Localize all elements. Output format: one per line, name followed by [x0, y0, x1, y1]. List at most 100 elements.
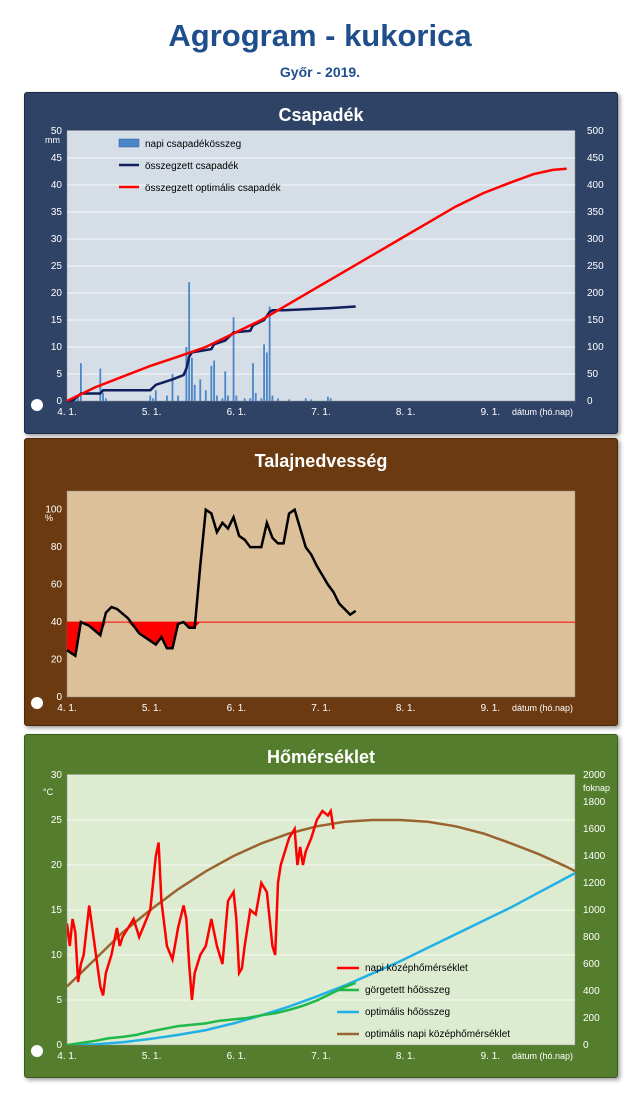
precip-bar — [166, 395, 168, 401]
right-tick-label: 1400 — [583, 851, 606, 862]
x-axis-label: dátum (hó.nap) — [512, 1051, 573, 1061]
right-tick-label: 200 — [587, 288, 604, 299]
precip-bar — [249, 398, 252, 401]
precip-bar — [304, 398, 307, 401]
page-subtitle: Győr - 2019. — [279, 64, 361, 80]
x-axis-label: dátum (hó.nap) — [512, 703, 573, 713]
legend-label: optimális napi középhőmérséklet — [365, 1029, 510, 1040]
temperature-panel: Hőmérséklet 4. 1. 5. 1. 6. 1. 7. 1. 8. 1. 9. 1… — [24, 734, 618, 1078]
chart-title: Csapadék — [278, 105, 364, 125]
right-tick-label: 1000 — [583, 905, 606, 916]
chart-title: Hőmérséklet — [267, 747, 375, 767]
left-axis-unit: % — [45, 513, 53, 523]
right-tick-label: 150 — [587, 315, 604, 326]
x-tick-label: 6. 1. — [227, 407, 246, 418]
left-tick-label: 50 — [51, 126, 63, 137]
precip-bar — [260, 398, 263, 401]
deficit-area — [67, 622, 356, 656]
x-tick-label: 6. 1. — [227, 703, 246, 714]
left-tick-label: 5 — [56, 995, 62, 1006]
right-tick-label: 1800 — [583, 797, 606, 808]
right-tick-label: 300 — [587, 234, 604, 245]
optimal-cumulative-precip-line — [66, 167, 567, 403]
precip-bar — [310, 399, 313, 401]
right-tick-label: 0 — [587, 396, 593, 407]
left-tick-label: 40 — [51, 617, 63, 628]
precip-bar — [102, 392, 104, 401]
left-tick-label: 30 — [51, 770, 63, 781]
left-tick-label: 10 — [51, 342, 63, 353]
x-tick-label: 4. 1. — [57, 1051, 76, 1062]
precip-bar — [227, 395, 229, 401]
optimal-daily-mean-temp-line — [67, 818, 575, 988]
precip-bar — [329, 398, 332, 401]
right-tick-label: 2000 — [583, 770, 606, 781]
rolling-heat-sum-line — [67, 981, 357, 1045]
legend-label: napi csapadékösszeg — [145, 139, 241, 150]
right-tick-label: 800 — [583, 932, 600, 943]
precip-bar — [149, 395, 152, 401]
precip-bar — [204, 390, 207, 401]
left-tick-label: 25 — [51, 261, 63, 272]
left-tick-label: 10 — [51, 950, 63, 961]
cumulative-precip-line — [66, 305, 356, 403]
left-tick-label: 60 — [51, 580, 63, 591]
left-tick-label: 80 — [51, 542, 63, 553]
precip-bar — [254, 392, 257, 401]
omsz-logo-icon — [31, 697, 43, 709]
precip-bar — [185, 347, 188, 401]
right-tick-label: 100 — [587, 342, 604, 353]
right-tick-label: 600 — [583, 959, 600, 970]
daily-mean-temp-line — [67, 807, 335, 1001]
left-tick-label: 25 — [51, 815, 63, 826]
soil-moisture-chart: Talajnedvesség 4. 1. 5. 1. 6. 1. 7. 1. 8. 1. 9… — [31, 451, 576, 714]
legend-swatch-bar — [118, 138, 140, 148]
precip-bar — [188, 282, 191, 401]
precip-bar — [191, 357, 193, 401]
legend-label: napi középhőmérséklet — [365, 963, 468, 974]
precip-bar — [232, 317, 235, 401]
optimal-heat-sum-line — [67, 871, 575, 1045]
precip-bar — [265, 352, 268, 401]
precip-bar — [104, 398, 107, 401]
precip-bar — [243, 398, 246, 401]
x-tick-label: 7. 1. — [311, 407, 330, 418]
omsz-logo-icon — [31, 1045, 43, 1057]
x-tick-label: 7. 1. — [311, 703, 330, 714]
right-tick-label: 50 — [587, 369, 599, 380]
left-tick-label: 45 — [51, 153, 63, 164]
x-axis-label: dátum (hó.nap) — [512, 407, 573, 417]
left-tick-label: 5 — [56, 369, 62, 380]
precip-bar — [152, 398, 154, 401]
left-tick-label: 35 — [51, 207, 63, 218]
right-tick-label: 250 — [587, 261, 604, 272]
precip-bar — [199, 379, 202, 401]
precip-bar — [79, 363, 82, 401]
x-tick-label: 7. 1. — [311, 1051, 330, 1062]
left-axis-unit: °C — [43, 787, 54, 797]
left-tick-label: 20 — [51, 288, 63, 299]
left-tick-label: 15 — [51, 315, 63, 326]
precip-bar — [235, 395, 238, 401]
precip-bar — [277, 398, 279, 401]
left-tick-label: 15 — [51, 905, 63, 916]
right-tick-label: 0 — [583, 1040, 589, 1051]
precip-bar — [252, 363, 254, 401]
precip-bar — [327, 396, 329, 401]
left-tick-label: 30 — [51, 234, 63, 245]
omsz-logo-icon — [31, 399, 43, 411]
x-tick-label: 4. 1. — [57, 703, 76, 714]
left-tick-label: 0 — [56, 396, 62, 407]
precip-bar — [77, 398, 80, 401]
legend-label: görgetett hőösszeg — [365, 985, 450, 996]
precip-bar — [271, 395, 274, 401]
x-tick-label: 8. 1. — [396, 1051, 415, 1062]
chart-title: Talajnedvesség — [255, 451, 388, 471]
precip-bar — [224, 371, 227, 401]
x-tick-label: 4. 1. — [57, 407, 76, 418]
left-tick-label: 40 — [51, 180, 63, 191]
right-tick-label: 400 — [587, 180, 604, 191]
right-axis-unit: foknap — [583, 783, 610, 793]
right-tick-label: 400 — [583, 986, 600, 997]
precip-bar — [221, 398, 224, 401]
